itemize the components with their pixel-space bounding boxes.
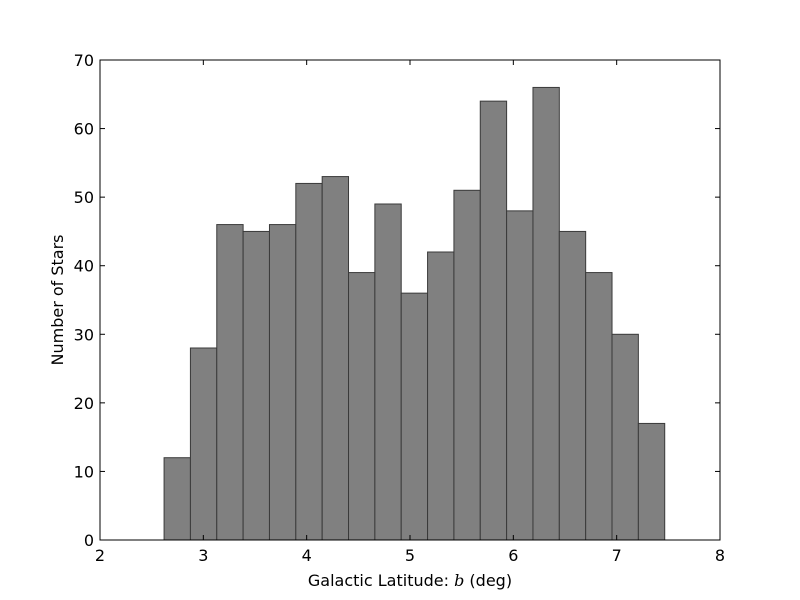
x-tick-label: 8 xyxy=(715,546,725,565)
histogram-bar xyxy=(585,272,613,541)
histogram-bar xyxy=(216,224,244,541)
histogram-bar xyxy=(453,189,481,541)
histogram-bar xyxy=(611,333,639,541)
histogram-bar xyxy=(321,176,350,541)
y-tick-label: 0 xyxy=(84,531,94,550)
histogram-bar xyxy=(479,100,508,541)
histogram-bar xyxy=(268,224,297,541)
histogram-bar xyxy=(374,203,402,541)
histogram-bar xyxy=(427,251,455,541)
histogram-bar xyxy=(400,292,429,541)
x-tick-label: 3 xyxy=(198,546,208,565)
x-tick-label: 6 xyxy=(508,546,518,565)
histogram-bar xyxy=(242,230,270,541)
ticks-group: 2 3 4 5 6 7 8 0 10 20 30 40 50 60 70 xyxy=(74,51,725,565)
bars-group xyxy=(163,86,666,541)
y-tick-label: 10 xyxy=(74,462,94,481)
y-axis-label: Number of Stars xyxy=(48,234,67,365)
histogram-bar xyxy=(506,210,534,541)
histogram-bar xyxy=(295,182,323,541)
histogram-bar xyxy=(189,347,218,541)
x-tick-label: 5 xyxy=(405,546,415,565)
x-tick-label: 4 xyxy=(302,546,312,565)
y-tick-label: 60 xyxy=(74,120,94,139)
y-tick-label: 30 xyxy=(74,325,94,344)
x-tick-label: 2 xyxy=(95,546,105,565)
histogram-bar xyxy=(532,86,560,541)
y-tick-label: 70 xyxy=(74,51,94,70)
x-axis-label: Galactic Latitude: b (deg) xyxy=(308,571,512,590)
y-tick-label: 20 xyxy=(74,394,94,413)
histogram-bar xyxy=(348,272,376,541)
y-tick-label: 40 xyxy=(74,257,94,276)
histogram-bar xyxy=(558,230,587,541)
y-tick-label: 50 xyxy=(74,188,94,207)
histogram-bar xyxy=(163,457,191,541)
histogram-bar xyxy=(637,422,666,541)
x-tick-label: 7 xyxy=(612,546,622,565)
